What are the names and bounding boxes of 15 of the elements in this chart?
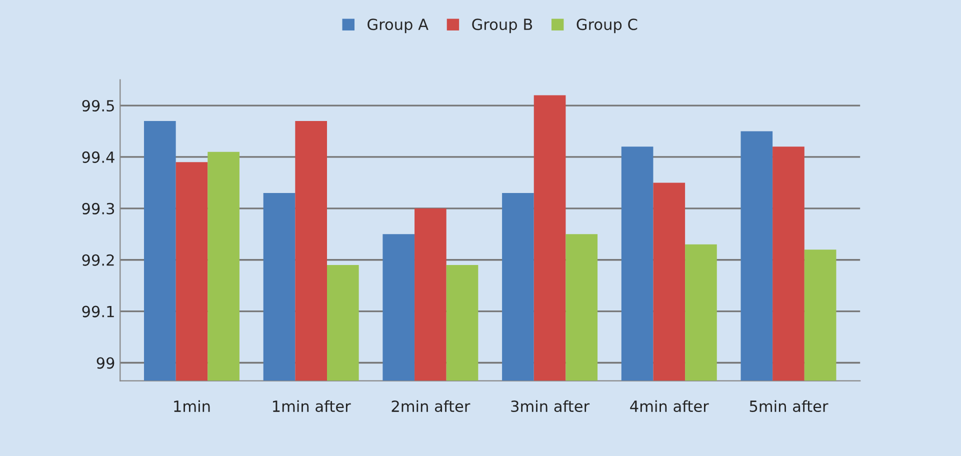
x-tick-label: 2min after — [392, 400, 470, 412]
x-tick-label: 1min after — [273, 400, 351, 412]
legend-label: Group C — [576, 18, 638, 34]
x-tick-label: 1min — [174, 400, 210, 412]
y-tick-label: 99.4 — [82, 151, 114, 163]
legend-label: Group A — [368, 18, 428, 34]
y-tick-label: 99.1 — [82, 306, 114, 318]
y-tick-label: 99.3 — [82, 202, 114, 214]
x-tick-label: 3min after — [511, 400, 590, 412]
y-tick-label: 99.2 — [82, 254, 114, 266]
y-tick-label: 99 — [96, 357, 114, 369]
x-tick-label: 4min after — [630, 400, 709, 412]
y-tick-label: 99.5 — [82, 100, 114, 112]
legend-label: Group B — [472, 18, 532, 34]
x-tick-label: 5min after — [750, 400, 828, 412]
